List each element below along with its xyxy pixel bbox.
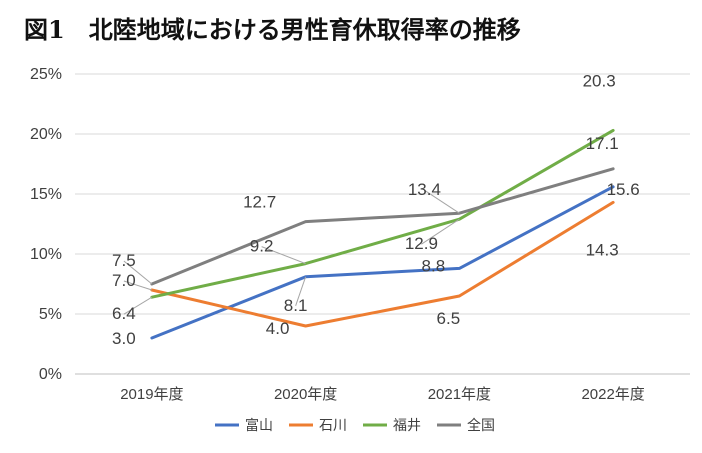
label-leader-line — [424, 189, 460, 214]
data-label-全国: 7.5 — [112, 251, 136, 270]
series-line-富山 — [150, 185, 615, 340]
label-leader-line — [123, 280, 153, 291]
label-leader-lines — [123, 189, 460, 315]
x-axis: 2019年度 2020年度 2021年度 2022年度 — [120, 386, 645, 403]
data-label-全国: 17.1 — [586, 134, 619, 153]
label-leader-line — [123, 260, 153, 285]
y-tick-label: 0% — [39, 366, 62, 383]
y-axis: 0% 5% 10% 15% 20% 25% — [30, 66, 62, 383]
y-tick-label: 20% — [30, 126, 62, 143]
gridlines — [75, 73, 690, 375]
data-label-福井: 9.2 — [250, 237, 274, 256]
data-label-石川: 4.0 — [266, 319, 290, 338]
x-tick-label: 2021年度 — [428, 386, 491, 403]
y-tick-label: 5% — [39, 306, 62, 323]
series-line-石川 — [150, 200, 615, 328]
data-label-石川: 7.0 — [112, 271, 136, 290]
label-leader-line — [421, 218, 460, 245]
x-tick-label: 2020年度 — [274, 386, 337, 403]
data-label-福井: 12.9 — [405, 234, 438, 253]
x-tick-label: 2019年度 — [120, 386, 183, 403]
legend-label: 福井 — [393, 417, 421, 433]
label-leader-line — [261, 246, 306, 265]
data-labels: 3.0 8.1 8.8 15.6 7.0 4.0 6.5 14.3 6.4 9.2 12.9 20.3… — [112, 71, 640, 348]
label-leader-line — [123, 296, 153, 315]
data-label-全国: 12.7 — [243, 193, 276, 212]
data-label-富山: 3.0 — [112, 329, 136, 348]
legend: 富山 石川 福井 全国 — [215, 417, 495, 433]
legend-label: 全国 — [467, 417, 495, 433]
data-label-福井: 20.3 — [583, 71, 616, 90]
x-tick-label: 2022年度 — [581, 386, 644, 403]
y-tick-label: 10% — [30, 246, 62, 263]
data-label-富山: 15.6 — [607, 180, 640, 199]
label-leader-line — [295, 276, 307, 306]
series-line-福井 — [150, 128, 615, 299]
data-label-石川: 6.5 — [437, 309, 461, 328]
legend-label: 富山 — [245, 417, 273, 433]
data-label-富山: 8.8 — [422, 256, 446, 275]
y-tick-label: 15% — [30, 186, 62, 203]
y-tick-label: 25% — [30, 66, 62, 83]
data-label-福井: 6.4 — [112, 304, 136, 323]
series-lines — [150, 128, 615, 340]
data-label-全国: 13.4 — [408, 180, 441, 199]
data-label-石川: 14.3 — [586, 240, 619, 259]
data-label-富山: 8.1 — [284, 296, 308, 315]
chart-title: 図1 北陸地域における男性育休取得率の推移 — [24, 15, 521, 44]
legend-label: 石川 — [319, 417, 347, 433]
series-line-全国 — [150, 167, 615, 286]
